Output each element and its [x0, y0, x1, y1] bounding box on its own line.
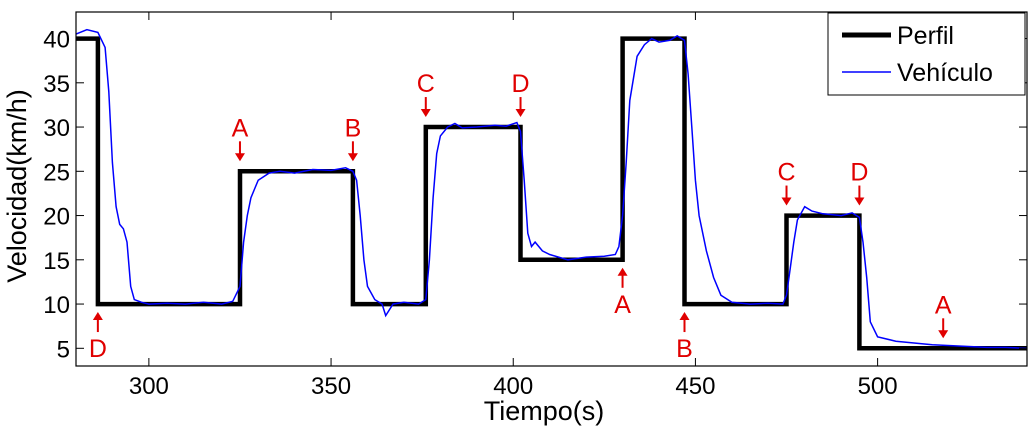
y-axis-title: Velocidad(km/h)	[2, 89, 32, 283]
legend-label-perfil: Perfil	[897, 22, 954, 50]
annotation-arrow-head	[854, 197, 865, 206]
annotation-label: B	[345, 114, 362, 142]
annotation-arrow-head	[679, 312, 690, 321]
annotation-label: B	[676, 335, 693, 363]
annotations-group: D A B C D A B C D A	[89, 70, 952, 363]
annotation-arrow-head	[92, 312, 103, 321]
y-tick-label: 30	[43, 115, 70, 142]
y-tick-label: 20	[43, 204, 70, 231]
x-tick-label: 500	[858, 373, 898, 400]
x-tick-label: 350	[311, 373, 351, 400]
legend-box	[827, 12, 1026, 96]
legend: Perfil Vehículo	[827, 12, 1026, 96]
y-tick-label: 15	[43, 248, 70, 275]
annotation-arrow-head	[347, 153, 358, 162]
annotation-label: A	[232, 114, 249, 142]
annotation-label: A	[614, 291, 631, 319]
annotation-label: D	[850, 159, 868, 187]
annotation-arrow-head	[617, 267, 628, 276]
annotation-label: D	[511, 70, 529, 98]
x-axis-title: Tiempo(s)	[484, 396, 605, 426]
x-tick-label: 300	[129, 373, 169, 400]
series-line-vehiculo	[75, 28, 1028, 350]
annotation-arrow-head	[234, 153, 245, 162]
annotation-arrow-head	[781, 197, 792, 206]
x-tick-label: 400	[493, 373, 533, 400]
axes-group: 300 350 400 450 500 5 10 15 20 25 30 35 40	[43, 12, 1027, 400]
series-group	[75, 28, 1028, 351]
plot-frame	[75, 11, 1028, 367]
annotation-arrow-head	[420, 109, 431, 118]
annotation-arrow-head	[938, 330, 949, 339]
y-tick-label: 40	[43, 27, 70, 54]
y-tick-label: 35	[43, 71, 70, 98]
x-tick-label: 450	[675, 373, 715, 400]
annotation-label: C	[417, 70, 435, 98]
legend-label-vehiculo: Vehículo	[897, 59, 993, 87]
annotation-label: D	[89, 335, 107, 363]
annotation-label: C	[777, 159, 795, 187]
y-tick-label: 25	[43, 159, 70, 186]
y-tick-label: 10	[43, 292, 70, 319]
annotation-label: A	[935, 291, 952, 319]
y-tick-label: 5	[57, 336, 70, 363]
annotation-arrow-head	[515, 109, 526, 118]
